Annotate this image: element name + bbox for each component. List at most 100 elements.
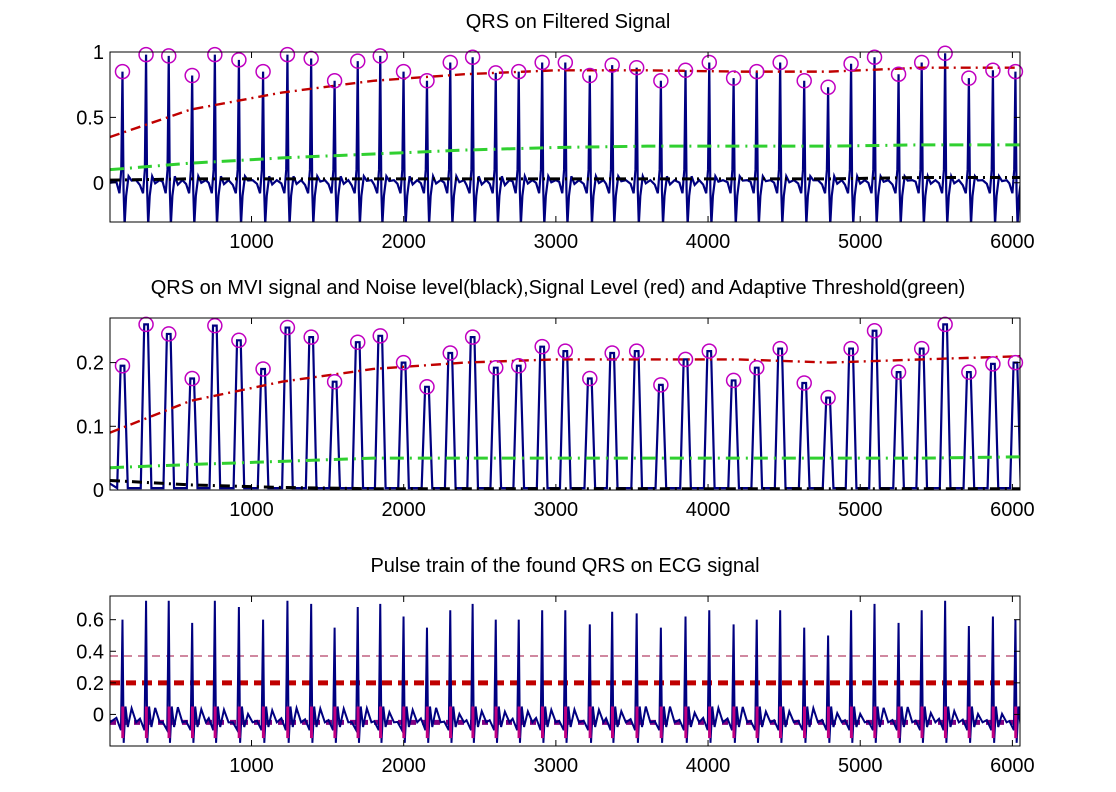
x-tick-label: 4000	[686, 231, 731, 253]
x-tick-label: 2000	[381, 755, 426, 777]
peak-marker	[796, 73, 812, 89]
peak-marker	[231, 332, 247, 349]
peak-marker	[913, 54, 930, 71]
x-tick-label: 2000	[381, 231, 426, 253]
plot-area-mvi: 1000 2000 3000 4000 5000 6000 0 0.1 0.2	[76, 316, 1035, 521]
peak-marker	[114, 358, 131, 374]
subplot-mvi: QRS on MVI signal and Noise level(black)…	[76, 277, 1034, 521]
peak-marker	[395, 354, 412, 371]
x-tick-label: 5000	[838, 231, 883, 253]
subplot-pulse: Pulse train of the found QRS on ECG sign…	[76, 555, 1034, 777]
peak-marker	[349, 334, 366, 350]
peak-marker	[557, 343, 574, 359]
y-tick-label: 0.2	[76, 353, 104, 375]
x-tick-label: 4000	[686, 499, 731, 521]
peak-marker	[985, 62, 1001, 79]
peak-marker	[653, 73, 669, 89]
chart-title: QRS on MVI signal and Noise level(black)…	[151, 277, 966, 299]
peak-marker	[913, 340, 930, 357]
x-tick-label: 3000	[534, 755, 579, 777]
x-tick-label: 2000	[381, 499, 426, 521]
signal-level-line	[110, 355, 1020, 434]
peak-marker	[160, 326, 177, 342]
x-tick-label: 5000	[838, 755, 883, 777]
peak-marker	[985, 356, 1001, 372]
y-tick-label: 0.4	[76, 641, 104, 663]
peak-marker	[628, 59, 645, 76]
adaptive-threshold-line	[110, 143, 1020, 172]
y-tick-label: 0.1	[76, 416, 104, 438]
axes-box	[109, 51, 1021, 223]
peak-marker	[582, 67, 598, 84]
chart-title: QRS on Filtered Signal	[466, 11, 671, 33]
peak-marker	[349, 53, 366, 69]
peak-marker	[820, 79, 836, 96]
x-tick-label: 6000	[990, 499, 1035, 521]
mvi-signal-line	[110, 323, 1020, 490]
peak-marker	[303, 329, 319, 345]
peak-marker	[442, 54, 459, 71]
peak-marker	[701, 343, 718, 359]
x-tick-label: 4000	[686, 755, 731, 777]
plot-area-pulse: 1000 2000 3000 4000 5000 6000 0 0.2 0.4 0.6	[76, 595, 1035, 777]
peak-marker	[628, 343, 645, 359]
peak-marker	[326, 73, 343, 89]
peak-marker	[653, 377, 669, 393]
peak-marker	[395, 63, 412, 80]
ecg-filtered-line	[110, 53, 1020, 222]
peak-marker	[772, 340, 788, 357]
peak-marker	[279, 46, 296, 63]
peak-marker	[464, 49, 481, 65]
peak-marker	[464, 329, 481, 345]
peak-marker	[843, 340, 859, 357]
peak-marker	[184, 67, 200, 84]
x-tick-label: 6000	[990, 231, 1035, 253]
peak-marker	[557, 54, 574, 71]
chart-title: Pulse train of the found QRS on ECG sign…	[370, 555, 759, 577]
peak-marker	[843, 56, 859, 72]
peak-marker	[510, 63, 527, 80]
x-tick-label: 1000	[229, 231, 274, 253]
y-tick-label: 0.6	[76, 610, 104, 632]
peak-marker	[534, 54, 550, 71]
subplot-filtered: QRS on Filtered Signal 1000 2000 3000 4000 5…	[76, 11, 1034, 253]
y-tick-label: 0	[93, 480, 104, 502]
y-tick-label: 1	[93, 42, 104, 64]
peak-marker	[255, 63, 271, 80]
y-tick-label: 0	[93, 173, 104, 195]
peak-marker	[937, 316, 953, 333]
peak-marker	[419, 379, 435, 395]
peak-marker	[772, 54, 788, 71]
peak-marker	[748, 359, 765, 376]
peak-marker	[372, 48, 389, 64]
peak-marker	[138, 316, 154, 333]
axes-box	[109, 595, 1021, 747]
peak-marker	[961, 70, 977, 86]
peak-marker	[510, 358, 527, 374]
y-tick-label: 0	[93, 704, 104, 726]
peak-marker	[488, 359, 504, 376]
peak-marker	[255, 361, 271, 377]
peak-marker	[207, 317, 223, 334]
peak-marker	[701, 54, 718, 71]
peak-marker	[138, 46, 154, 63]
peak-marker	[534, 338, 550, 355]
peak-marker	[890, 66, 907, 82]
peak-marker	[866, 49, 883, 65]
peak-marker	[488, 65, 504, 81]
x-tick-label: 5000	[838, 499, 883, 521]
peak-marker	[961, 364, 977, 380]
signal-level-line	[110, 66, 1020, 139]
plot-area-filtered: 1000 2000 3000 4000 5000 6000 0 0.5 1	[76, 42, 1034, 253]
peak-marker	[582, 370, 598, 387]
peak-marker	[725, 70, 742, 86]
peak-marker	[114, 63, 131, 80]
peak-marker	[796, 375, 812, 391]
x-tick-label: 3000	[534, 499, 579, 521]
peak-marker	[677, 351, 694, 368]
peak-marker	[279, 319, 296, 336]
peak-marker	[1007, 354, 1024, 371]
peak-marker	[160, 48, 177, 64]
plot-content	[110, 600, 1020, 743]
